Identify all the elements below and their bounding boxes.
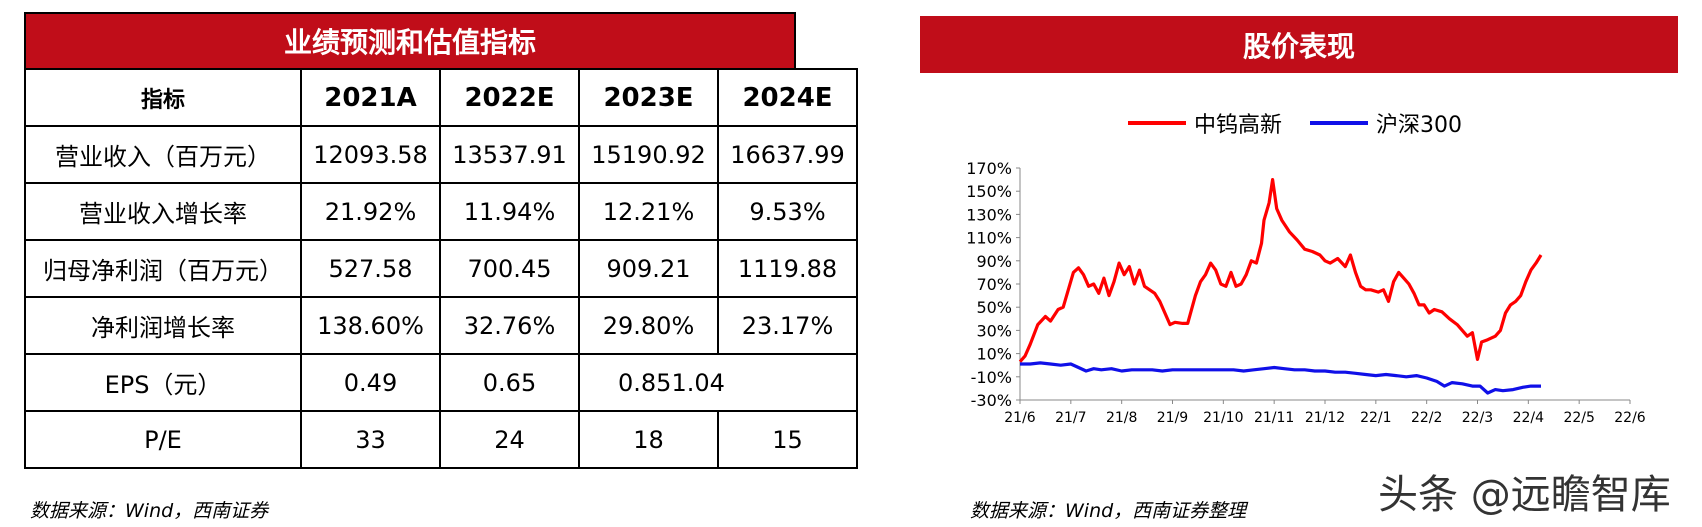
table-row: 归母净利润（百万元） 527.58 700.45 909.21 1119.88 (24, 239, 858, 298)
table-cell: 138.60% (300, 296, 441, 355)
column-header: 2022E (439, 68, 580, 127)
x-tick-label: 21/8 (1106, 410, 1137, 426)
x-tick-label: 21/9 (1157, 410, 1188, 426)
table-cell: 0.65 (439, 353, 580, 412)
table-cell: 24 (439, 410, 580, 469)
x-tick-label: 22/4 (1513, 410, 1545, 426)
y-tick-label: 90% (976, 252, 1012, 271)
y-tick-label: 70% (976, 275, 1012, 294)
table-row: EPS（元） 0.49 0.65 0.851.04 (24, 353, 858, 412)
table-title: 业绩预测和估值指标 (24, 12, 796, 68)
column-header: 2023E (578, 68, 719, 127)
chart-source-note: 数据来源：Wind，西南证券整理 (970, 500, 1247, 522)
x-tick-label: 22/2 (1411, 410, 1442, 426)
table-row: 营业收入（百万元） 12093.58 13537.91 15190.92 166… (24, 125, 858, 184)
x-tick-label: 21/11 (1254, 410, 1294, 426)
x-tick-label: 22/3 (1462, 410, 1493, 426)
legend-label: 中钨高新 (1194, 113, 1283, 138)
y-tick-label: 170% (966, 159, 1012, 178)
chart-title: 股价表现 (920, 16, 1678, 73)
column-header: 指标 (24, 68, 302, 127)
legend-swatch-red (1128, 121, 1186, 125)
y-tick-label: 130% (966, 205, 1012, 224)
y-tick-label: 150% (966, 182, 1012, 201)
x-tick-label: 21/6 (1004, 410, 1036, 426)
series-line-zhongwu (1018, 178, 1543, 363)
legend-item: 沪深300 (1310, 107, 1462, 139)
table-cell: 33 (300, 410, 441, 469)
x-tick-label: 22/5 (1563, 410, 1594, 426)
forecast-table-panel: 业绩预测和估值指标 指标 2021A 2022E 2023E 2024E 营业收… (24, 12, 858, 469)
table-cell: 527.58 (300, 239, 441, 298)
column-header: 2021A (300, 68, 441, 127)
row-label: 归母净利润（百万元） (24, 239, 302, 298)
table-cell: 32.76% (439, 296, 580, 355)
stock-performance-chart: 170%150%130%110%90%70%50%30%10%-10%-30%2… (966, 159, 1646, 426)
row-label: 营业收入（百万元） (24, 125, 302, 184)
table-cell: 0.49 (300, 353, 441, 412)
table-cell: 700.45 (439, 239, 580, 298)
y-tick-label: 30% (976, 321, 1012, 340)
table-cell: 9.53% (717, 182, 858, 241)
x-tick-label: 21/7 (1055, 410, 1086, 426)
y-tick-label: 50% (976, 298, 1012, 317)
table-cell: 21.92% (300, 182, 441, 241)
table-cell: 13537.91 (439, 125, 580, 184)
x-tick-label: 22/6 (1614, 410, 1646, 426)
table-row: 净利润增长率 138.60% 32.76% 29.80% 23.17% (24, 296, 858, 355)
y-tick-label: -10% (971, 368, 1012, 387)
table-cell: 16637.99 (717, 125, 858, 184)
row-label: 营业收入增长率 (24, 182, 302, 241)
table-cell: 11.94% (439, 182, 580, 241)
chart-legend: 中钨高新 沪深300 (1128, 107, 1480, 139)
watermark: 头条 @远瞻智库 (1378, 472, 1671, 518)
table-cell: 12.21% (578, 182, 719, 241)
table-header-row: 指标 2021A 2022E 2023E 2024E (24, 68, 858, 127)
table-cell: 12093.58 (300, 125, 441, 184)
table-cell: 1119.88 (717, 239, 858, 298)
legend-swatch-blue (1310, 121, 1369, 125)
row-label: P/E (24, 410, 302, 469)
column-header: 2024E (717, 68, 858, 127)
table-cell: 18 (578, 410, 719, 469)
forecast-table: 指标 2021A 2022E 2023E 2024E 营业收入（百万元） 120… (24, 68, 858, 469)
series-line-hs300 (1020, 361, 1541, 395)
row-label: 净利润增长率 (24, 296, 302, 355)
x-tick-label: 21/12 (1305, 410, 1345, 426)
table-cell: 0.851.04 (578, 353, 858, 412)
table-cell: 23.17% (717, 296, 858, 355)
table-cell: 15190.92 (578, 125, 719, 184)
x-tick-label: 21/10 (1203, 410, 1243, 426)
table-cell: 15 (717, 410, 858, 469)
legend-item: 中钨高新 (1128, 107, 1282, 139)
table-row: P/E 33 24 18 15 (24, 410, 858, 469)
row-label: EPS（元） (24, 353, 302, 412)
table-row: 营业收入增长率 21.92% 11.94% 12.21% 9.53% (24, 182, 858, 241)
y-tick-label: 10% (976, 345, 1012, 364)
table-cell: 909.21 (578, 239, 719, 298)
y-tick-label: 110% (966, 229, 1012, 248)
x-tick-label: 22/1 (1360, 410, 1391, 426)
legend-label: 沪深300 (1376, 113, 1463, 138)
table-source-note: 数据来源：Wind，西南证券 (30, 500, 269, 522)
y-tick-label: -30% (971, 391, 1012, 410)
table-cell: 29.80% (578, 296, 719, 355)
